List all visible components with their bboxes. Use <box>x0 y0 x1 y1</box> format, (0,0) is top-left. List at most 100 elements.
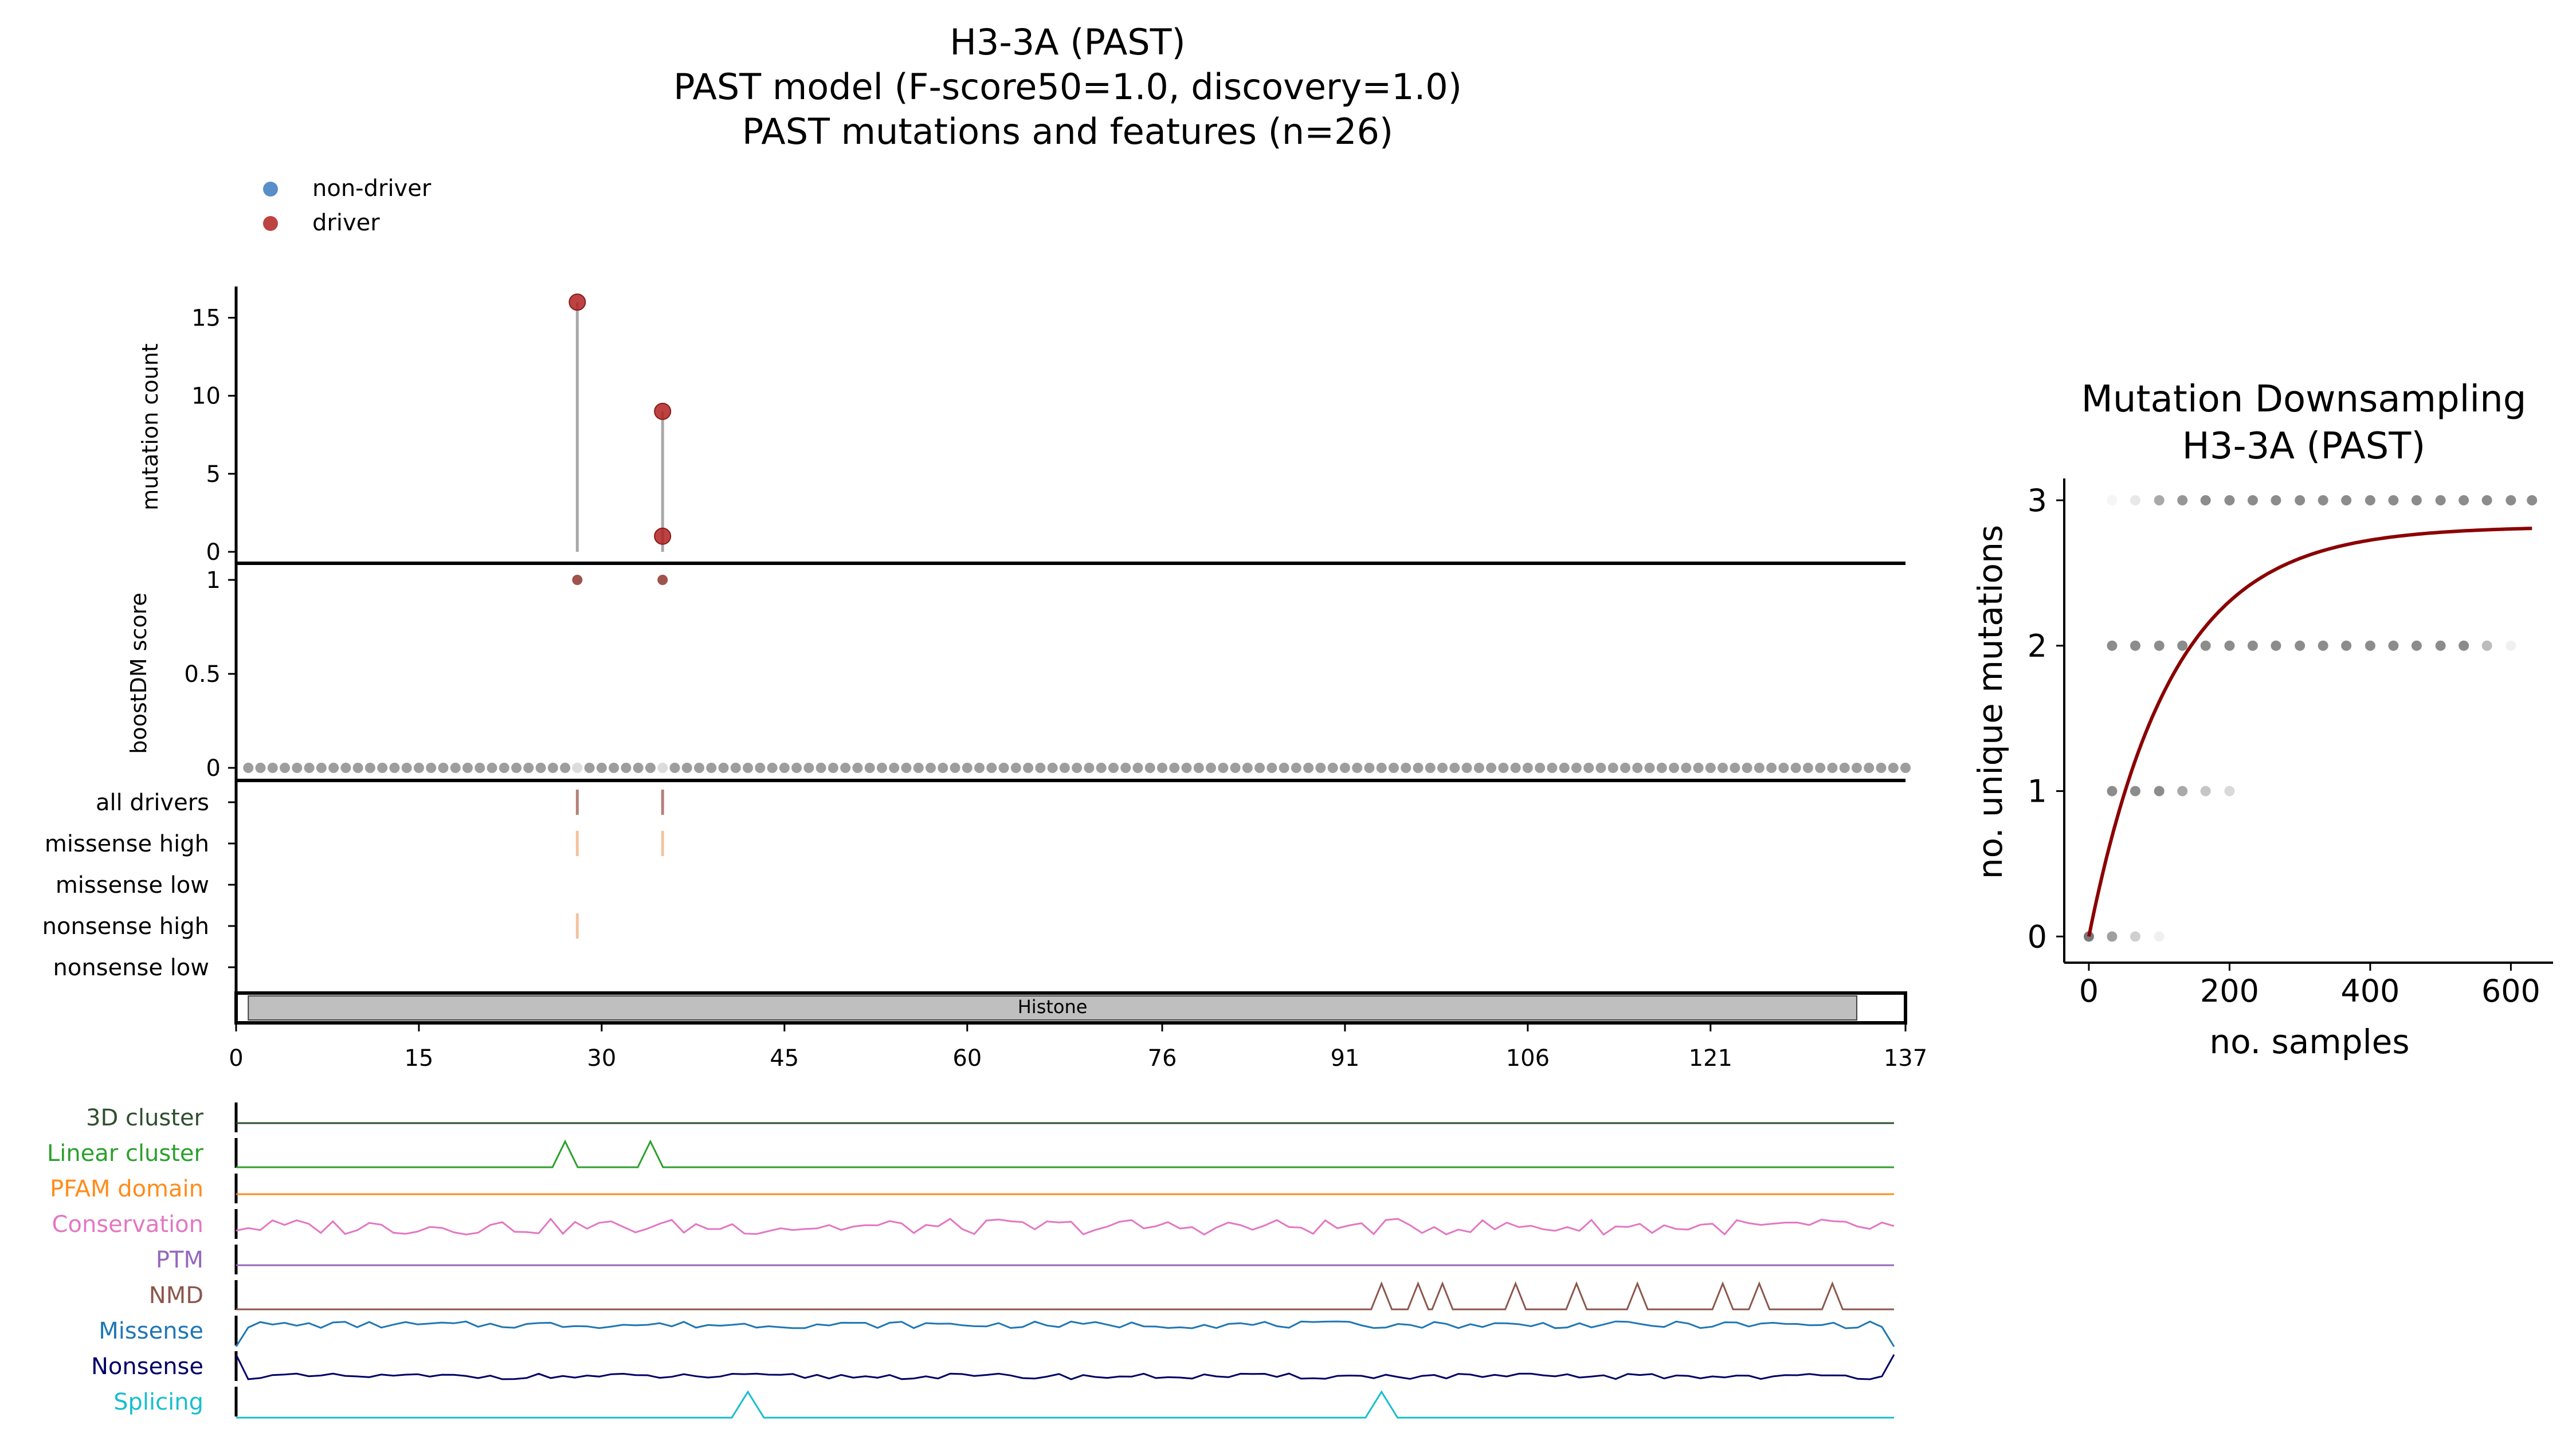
feature-track-line <box>236 1217 1895 1236</box>
boostdm-point <box>1766 763 1777 773</box>
legend: non-driver driver <box>263 175 432 236</box>
boostdm-point <box>645 763 656 773</box>
feature-track-label: NMD <box>149 1282 203 1309</box>
domain-panel: Histone 0 15 30 45 60 76 91 106 121 137 <box>229 991 1927 1072</box>
boostdm-point <box>511 763 522 773</box>
boostdm-point <box>706 763 717 773</box>
boostdm-point <box>364 763 375 773</box>
downsampling-point <box>2318 495 2328 506</box>
boostdm-point <box>693 763 704 773</box>
boostdm-ylabel: boostDM score <box>126 593 151 754</box>
boostdm-point <box>1522 763 1533 773</box>
boostdm-point <box>609 763 620 773</box>
boostdm-point <box>852 763 863 773</box>
boostdm-y-tick-label: 0 <box>206 755 221 782</box>
downsampling-point <box>2271 495 2281 506</box>
boostdm-point-faded <box>657 763 668 773</box>
legend-non-driver-label: non-driver <box>312 175 432 202</box>
downsampling-point <box>2224 640 2235 651</box>
lollipop-head-driver <box>654 402 672 420</box>
downsampling-point <box>2177 495 2188 506</box>
boostdm-point <box>389 763 400 773</box>
boostdm-point <box>426 763 437 773</box>
downsampling-point <box>2506 640 2516 651</box>
boostdm-point <box>499 763 509 773</box>
x-tick-label: 91 <box>1330 1045 1359 1072</box>
boostdm-panel: boostDM score 10.50 <box>126 563 1911 782</box>
boostdm-point <box>913 763 924 773</box>
downsampling-point <box>2247 495 2258 506</box>
downsampling-point <box>2295 640 2306 651</box>
boostdm-point <box>1279 763 1289 773</box>
boostdm-point <box>840 763 851 773</box>
legend-driver-marker <box>263 216 278 231</box>
boostdm-point <box>1607 763 1618 773</box>
boostdm-point <box>1023 763 1034 773</box>
feature-track-line <box>236 1390 1894 1419</box>
boostdm-point <box>401 763 412 773</box>
driver-row-label: nonsense high <box>42 913 209 940</box>
boostdm-point <box>730 763 741 773</box>
boostdm-point <box>925 763 936 773</box>
boostdm-point <box>1144 763 1155 773</box>
feature-track-label: Splicing <box>113 1389 203 1415</box>
feature-track-label: Missense <box>99 1318 203 1344</box>
downsampling-point <box>2107 495 2118 506</box>
downsampling-x-tick-label: 200 <box>2200 973 2259 1009</box>
legend-driver-label: driver <box>312 210 380 236</box>
downsampling-panel: Mutation Downsampling H3-3A (PAST) no. u… <box>1971 378 2553 1061</box>
title-line-1: H3-3A (PAST) <box>950 21 1185 63</box>
boostdm-point <box>986 763 997 773</box>
boostdm-point <box>1730 763 1740 773</box>
downsampling-point <box>2435 495 2446 506</box>
lollipop-y-tick-label: 5 <box>206 461 221 488</box>
downsampling-point <box>2107 640 2118 651</box>
boostdm-point <box>998 763 1009 773</box>
boostdm-point <box>1461 763 1472 773</box>
x-tick-label: 60 <box>952 1045 982 1072</box>
boostdm-point <box>1132 763 1143 773</box>
boostdm-point <box>1754 763 1765 773</box>
downsampling-point <box>2341 640 2352 651</box>
boostdm-point <box>1425 763 1436 773</box>
boostdm-point <box>1486 763 1497 773</box>
downsampling-point <box>2341 495 2352 506</box>
boostdm-point <box>1449 763 1460 773</box>
downsampling-point <box>2177 640 2188 651</box>
boostdm-point <box>1156 763 1167 773</box>
lollipop-panel: mutation count 15 10 5 0 <box>138 287 1905 566</box>
driver-row-marks <box>575 790 664 939</box>
boostdm-point <box>1388 763 1399 773</box>
lollipop-y-tick-label: 10 <box>191 383 221 410</box>
boostdm-point <box>743 763 754 773</box>
boostdm-point <box>1108 763 1119 773</box>
boostdm-point <box>718 763 729 773</box>
boostdm-point <box>1084 763 1095 773</box>
boostdm-point <box>669 763 680 773</box>
boostdm-point <box>1742 763 1752 773</box>
boostdm-point-driver <box>657 575 668 585</box>
feature-track-label: 3D cluster <box>86 1105 204 1131</box>
boostdm-point <box>1096 763 1107 773</box>
boostdm-point <box>876 763 887 773</box>
feature-track-label: Nonsense <box>91 1353 203 1380</box>
driver-rows-panel: all drivers missense high missense low nons… <box>42 780 664 991</box>
boostdm-point <box>352 763 363 773</box>
boostdm-point <box>1267 763 1277 773</box>
driver-row-label: all drivers <box>96 790 209 816</box>
boostdm-point <box>1047 763 1058 773</box>
boostdm-point <box>1669 763 1680 773</box>
boostdm-point <box>1498 763 1509 773</box>
boostdm-point <box>1035 763 1046 773</box>
boostdm-point <box>596 763 607 773</box>
boostdm-point <box>1010 763 1021 773</box>
boostdm-point <box>1876 763 1887 773</box>
feature-track-line <box>235 1354 1895 1380</box>
boostdm-y-tick-label: 0.5 <box>184 661 221 688</box>
boostdm-point-faded <box>572 763 583 773</box>
position-x-ticks: 0 15 30 45 60 76 91 106 121 137 <box>229 1023 1927 1072</box>
downsampling-point <box>2295 495 2306 506</box>
driver-row-labels: all drivers missense high missense low nons… <box>42 790 236 981</box>
boostdm-point <box>280 763 291 773</box>
